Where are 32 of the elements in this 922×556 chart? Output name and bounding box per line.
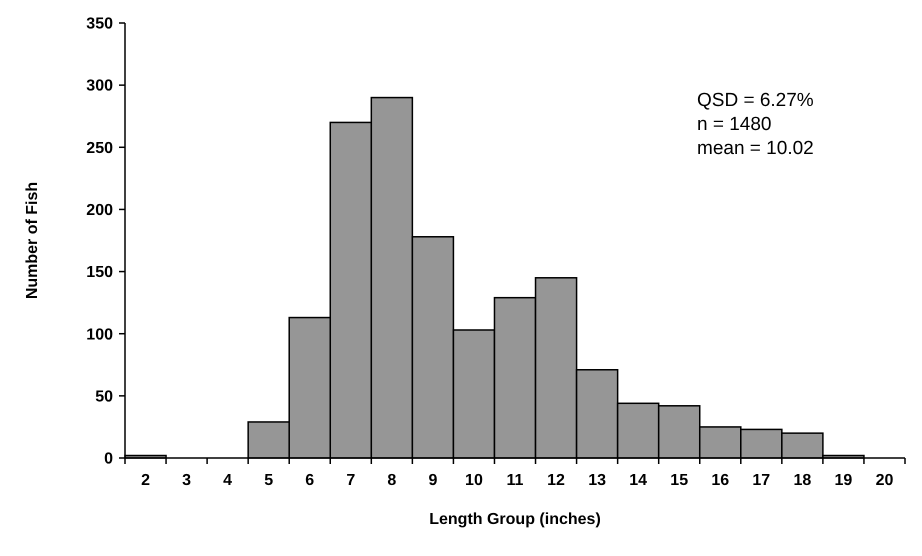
annotation: n = 1480: [697, 114, 772, 135]
x-tick-label: 5: [264, 472, 274, 489]
y-axis-title: Number of Fish: [24, 182, 41, 300]
y-tick-label: 150: [86, 264, 114, 282]
x-tick-label: 19: [834, 472, 852, 489]
y-tick-label: 0: [104, 450, 114, 468]
y-tick-label: 350: [86, 16, 114, 33]
y-tick-label: 250: [86, 140, 114, 157]
x-tick-label: 7: [346, 472, 356, 489]
annotation: mean = 10.02: [697, 138, 814, 159]
y-tick-label: 300: [86, 78, 114, 95]
x-tick-label: 15: [670, 472, 688, 489]
x-tick-label: 18: [793, 472, 812, 489]
x-tick-label: 4: [223, 472, 232, 489]
y-tick-label: 200: [86, 202, 114, 220]
y-tick-label: 50: [95, 388, 114, 406]
x-tick-label: 9: [428, 472, 438, 489]
x-tick-label: 3: [182, 472, 192, 489]
x-tick-label: 10: [465, 472, 483, 489]
x-axis-title: Length Group (inches): [429, 511, 601, 528]
x-tick-label: 6: [305, 472, 314, 489]
annotation: QSD = 6.27%: [697, 90, 814, 111]
x-tick-label: 8: [387, 472, 396, 489]
x-tick-label: 20: [876, 472, 894, 489]
y-tick-label: 100: [86, 326, 114, 344]
x-tick-label: 14: [629, 472, 648, 489]
x-tick-label: 2: [141, 472, 150, 489]
x-tick-label: 17: [752, 472, 770, 489]
x-tick-label: 12: [547, 472, 566, 489]
x-tick-label: 16: [711, 472, 730, 489]
x-tick-label: 11: [506, 472, 524, 489]
x-tick-label: 13: [588, 472, 606, 489]
